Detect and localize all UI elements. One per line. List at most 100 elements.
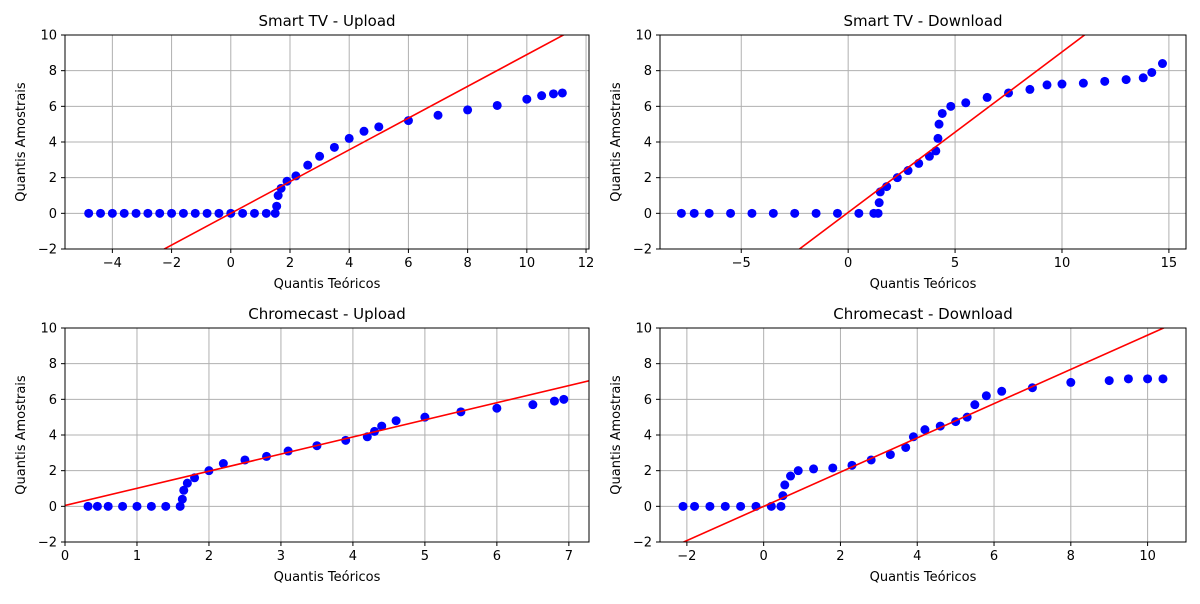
x-tick-label: 2 — [286, 256, 294, 271]
y-axis-label: Quantis Amostrais — [609, 82, 624, 202]
y-tick-label: 8 — [644, 64, 652, 79]
data-point — [931, 146, 941, 156]
data-point — [970, 400, 980, 410]
data-point — [273, 191, 283, 200]
y-tick-label: −2 — [633, 536, 652, 551]
data-point — [492, 100, 502, 110]
x-tick-label: 6 — [990, 549, 998, 564]
data-point — [780, 480, 790, 490]
data-point — [202, 208, 212, 218]
data-point — [132, 501, 142, 511]
data-point — [84, 208, 94, 218]
data-point — [933, 133, 943, 143]
x-tick-label: 1 — [133, 549, 141, 564]
data-point — [218, 459, 228, 469]
data-point — [793, 466, 803, 476]
data-point — [720, 501, 730, 511]
data-point — [854, 208, 864, 218]
data-point — [1042, 80, 1052, 90]
data-point — [190, 208, 200, 218]
x-axis-label: Quantis Teóricos — [274, 277, 381, 292]
data-point — [1057, 79, 1067, 89]
data-point — [96, 208, 106, 218]
data-point — [103, 501, 113, 511]
data-point — [937, 108, 947, 118]
data-point — [676, 208, 686, 218]
subplot-4: −2 0 2 4 6 8 10 −2 0 2 4 6 8 10 Chromecast - Download Q… — [609, 305, 1187, 585]
data-point — [873, 208, 883, 218]
y-tick-label: 10 — [635, 322, 652, 337]
data-point — [146, 501, 156, 511]
y-tick-label: 4 — [644, 429, 652, 444]
y-axis-label: Quantis Amostrais — [14, 375, 29, 495]
reference-line — [162, 35, 566, 249]
data-point — [885, 450, 895, 460]
data-point — [811, 208, 821, 218]
data-point — [276, 183, 286, 193]
x-tick-label: 10 — [1054, 256, 1071, 271]
data-point — [559, 394, 569, 404]
y-tick-label: 0 — [644, 500, 652, 515]
data-point — [463, 105, 473, 115]
data-point — [1121, 75, 1131, 85]
data-point — [1147, 67, 1157, 77]
data-point — [161, 501, 171, 511]
data-point — [768, 208, 778, 218]
x-tick-label: 2 — [836, 549, 844, 564]
data-point — [920, 425, 930, 435]
y-tick-label: 2 — [49, 171, 57, 186]
x-tick-label: −2 — [162, 256, 181, 271]
y-tick-label: 10 — [635, 29, 652, 44]
y-tick-label: 10 — [40, 322, 57, 337]
x-tick-label: 3 — [277, 549, 285, 564]
y-tick-label: 4 — [49, 136, 57, 151]
data-point — [433, 110, 443, 120]
data-point — [131, 208, 141, 218]
x-tick-label: −5 — [732, 256, 751, 271]
data-points — [84, 88, 567, 218]
data-point — [528, 400, 538, 410]
reference-line — [65, 380, 589, 507]
y-tick-label: 6 — [49, 100, 57, 115]
x-tick-label: 8 — [1067, 549, 1075, 564]
data-point — [832, 208, 842, 218]
data-point — [778, 491, 788, 501]
data-point — [118, 501, 128, 511]
data-point — [874, 198, 884, 208]
data-point — [177, 494, 187, 504]
y-tick-label: −2 — [633, 243, 652, 258]
y-tick-label: 2 — [644, 171, 652, 186]
data-point — [557, 88, 567, 98]
x-tick-label: 0 — [844, 256, 852, 271]
data-point — [261, 208, 271, 218]
y-tick-label: 0 — [49, 207, 57, 222]
data-point — [1025, 84, 1035, 94]
data-point — [705, 501, 715, 511]
data-point — [167, 208, 177, 218]
data-point — [391, 416, 401, 426]
data-point — [1123, 374, 1133, 384]
data-point — [1066, 377, 1076, 387]
y-tick-label: 2 — [49, 464, 57, 479]
data-point — [214, 208, 224, 218]
data-point — [315, 151, 325, 161]
data-point — [689, 208, 699, 218]
y-tick-label: −2 — [38, 243, 57, 258]
reference-line — [681, 328, 1166, 542]
reference-line — [798, 35, 1086, 249]
data-point — [776, 501, 786, 511]
data-point — [143, 208, 153, 218]
data-point — [374, 122, 384, 132]
data-points — [676, 59, 1167, 218]
y-axis-label: Quantis Amostrais — [609, 375, 624, 495]
data-point — [155, 208, 165, 218]
subplot-1: −4 −2 0 2 4 6 8 10 12 −2 0 2 4 6 8 10 Smart TV - Upload Q… — [14, 12, 595, 292]
data-point — [92, 501, 102, 511]
y-tick-label: 6 — [49, 393, 57, 408]
data-point — [175, 501, 185, 511]
data-point — [344, 133, 354, 143]
x-tick-label: 12 — [578, 256, 595, 271]
x-tick-label: 7 — [565, 549, 573, 564]
x-axis-label: Quantis Teóricos — [870, 277, 977, 292]
